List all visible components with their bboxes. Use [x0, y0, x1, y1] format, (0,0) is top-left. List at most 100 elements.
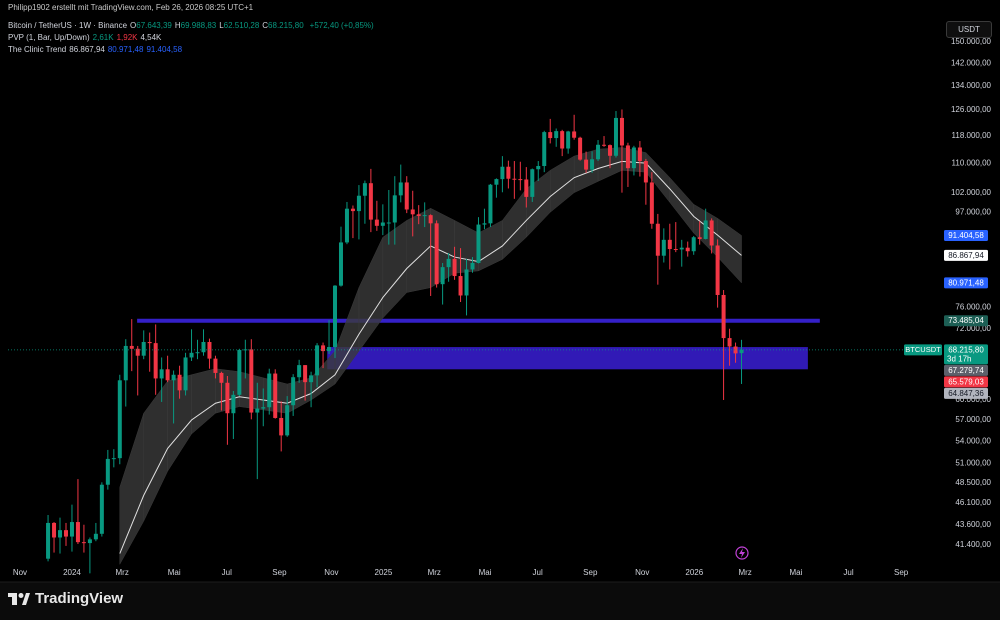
candle-body: [93, 533, 98, 540]
candle-body: [105, 458, 110, 485]
candle-body: [350, 208, 355, 212]
candle-body: [267, 373, 272, 408]
candle-body: [380, 222, 385, 226]
price-tag-label: 86.867,94: [948, 251, 984, 260]
candle-body: [392, 195, 397, 223]
indicator-value: 86.867,94: [69, 45, 105, 54]
axis-layer: 150.000,00 142.000,00 134.000,00 126.000,00…: [13, 37, 992, 577]
symbol-legend: Bitcoin / TetherUS · 1W · Binance O67.643…: [8, 21, 377, 30]
y-tick-label: 134.000,00: [951, 81, 992, 90]
x-tick-label: Mrz: [738, 568, 751, 577]
candle-body: [111, 458, 116, 460]
price-tag: [944, 387, 988, 399]
candle-body: [99, 484, 104, 534]
y-tick-label: 76.000,00: [955, 303, 991, 312]
brand: TradingView: [8, 590, 123, 607]
price-tag: [944, 249, 988, 261]
candle-body: [362, 183, 367, 196]
candle-body: [333, 285, 338, 348]
candle-body: [321, 345, 326, 352]
candle-body: [225, 382, 230, 414]
candle-body: [75, 522, 80, 543]
candle-body: [631, 147, 636, 169]
candle-body: [488, 184, 493, 224]
candle-body: [297, 365, 302, 378]
candle-body: [386, 222, 391, 224]
candle-body: [368, 183, 373, 220]
price-tag: [944, 364, 988, 376]
chart-background: [0, 0, 1000, 582]
x-tick-label: Nov: [324, 568, 338, 577]
ohlc-value: 69.988,83: [180, 21, 217, 30]
candle-body: [482, 223, 487, 225]
candle-body: [81, 542, 86, 544]
price-tag-label: 91.404,58: [948, 231, 984, 240]
candle-body: [219, 372, 224, 383]
candle-body: [572, 131, 577, 138]
candle-body: [554, 131, 559, 139]
indicator-name: The Clinic Trend: [8, 45, 67, 54]
indicator-value: 80.971,48: [107, 45, 144, 54]
price-tag: [944, 230, 988, 242]
candle-body: [608, 145, 613, 156]
x-tick-label: Mai: [479, 568, 492, 577]
candle-body: [703, 220, 708, 239]
candle-body: [404, 182, 409, 210]
x-tick-label: 2026: [685, 568, 703, 577]
candle-body: [117, 380, 122, 459]
credit: Philipp1902 erstellt mit TradingView.com…: [8, 3, 254, 12]
candle-body: [315, 345, 320, 376]
indicator-legend: PVP (1, Bar, Up/Down) 2,61K 1,92K 4,54K: [8, 33, 164, 42]
candle-body: [410, 209, 415, 215]
brand-icon: [8, 592, 30, 605]
x-tick-label: Sep: [894, 568, 909, 577]
tag-layer: 91.404,58 86.867,94 80.971,48 73.485,04 68.2…: [904, 230, 988, 399]
ohlc-item: L62.510,28: [219, 21, 259, 30]
brand-shape: [18, 592, 24, 598]
candle-body: [619, 117, 624, 146]
candle-body: [715, 245, 720, 295]
y-tick-label: 142.000,00: [951, 59, 992, 68]
x-tick-label: Sep: [583, 568, 598, 577]
x-tick-label: 2025: [375, 568, 393, 577]
x-tick-label: Jul: [843, 568, 853, 577]
candle-body: [434, 223, 439, 285]
candle-body: [691, 237, 696, 252]
indicator-value: 91.404,58: [146, 45, 183, 54]
y-tick-label: 54.000,00: [955, 436, 991, 445]
candle-body: [673, 249, 678, 251]
currency-button[interactable]: USDT: [946, 21, 992, 38]
candle-body: [58, 530, 63, 538]
price-tag-label: 65.579,03: [948, 377, 984, 386]
ohlc-key: O: [130, 21, 137, 30]
candle-body: [452, 258, 457, 277]
ohlc-key: H: [174, 21, 181, 30]
candle-body: [129, 345, 134, 349]
candle-body: [338, 242, 343, 286]
candle-body: [649, 182, 654, 224]
candle-body: [721, 294, 726, 339]
candle-body: [344, 208, 349, 243]
candle-body: [685, 247, 690, 252]
candle-body: [356, 195, 361, 212]
candle-body: [69, 522, 74, 537]
y-tick-label: 118.000,00: [952, 131, 992, 140]
indicator-value: 4,54K: [140, 33, 162, 42]
y-tick-label: 46.100,00: [955, 498, 991, 507]
candle-body: [667, 239, 672, 250]
candle-body: [141, 341, 146, 356]
candle-body: [159, 369, 164, 379]
indicator-value: 1,92K: [116, 33, 138, 42]
candle-body: [560, 131, 565, 149]
x-tick-label: Jul: [533, 568, 543, 577]
candle-body: [542, 132, 547, 167]
candle-body: [183, 357, 188, 391]
candle-body: [416, 214, 421, 216]
candle-body: [327, 347, 332, 352]
candle-body: [87, 539, 92, 544]
zone: [327, 347, 808, 370]
candle-body: [46, 522, 51, 559]
candle-body: [213, 358, 218, 373]
